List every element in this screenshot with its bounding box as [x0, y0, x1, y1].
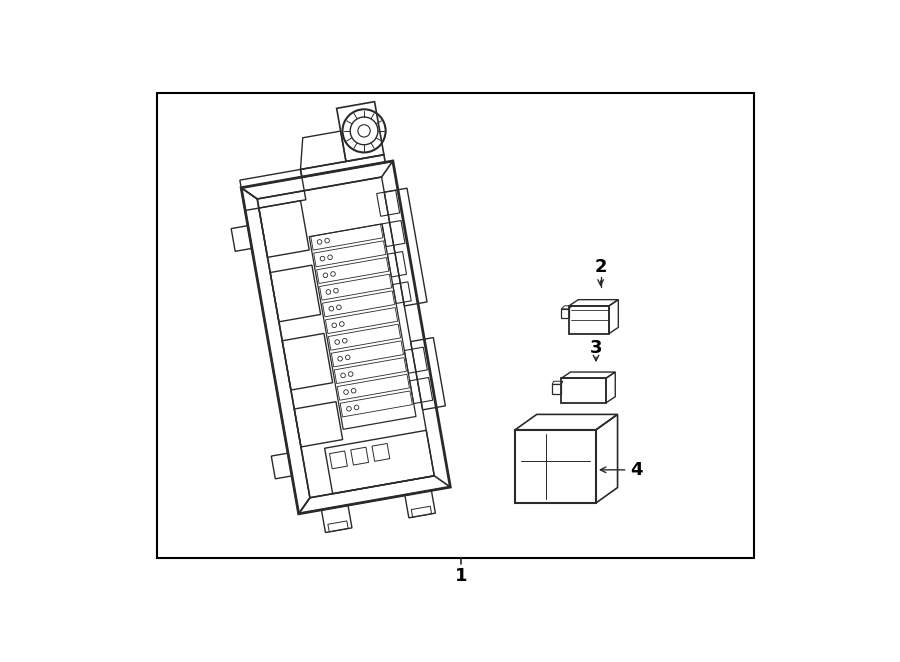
Text: 4: 4 [631, 461, 644, 479]
Text: 3: 3 [590, 339, 602, 357]
Text: 2: 2 [594, 258, 607, 276]
Bar [158, 93, 754, 557]
Text: 1: 1 [455, 567, 467, 585]
